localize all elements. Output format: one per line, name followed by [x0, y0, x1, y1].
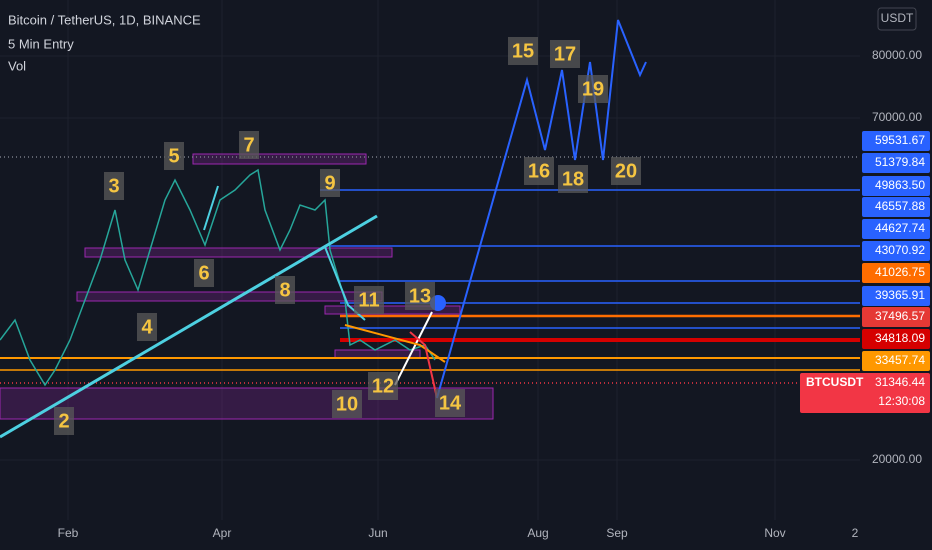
wave-box: [137, 313, 157, 341]
wave-box: [368, 372, 398, 400]
current-price-tag: [800, 373, 930, 413]
x-tick-label: 2: [852, 526, 859, 540]
projection-path: [436, 19, 647, 399]
wave-box: [550, 40, 580, 68]
wave-label: 9: [324, 172, 335, 194]
wave-label: 10: [336, 393, 358, 415]
currency-button[interactable]: [877, 7, 917, 31]
current-price: 31346.44: [875, 375, 925, 389]
trend-line: [324, 246, 366, 321]
trend-line: [394, 311, 433, 386]
x-tick-label: Apr: [213, 526, 232, 540]
price-tag: [862, 197, 930, 217]
trend-line: [409, 331, 438, 399]
wave-label: 14: [439, 392, 462, 414]
wave-label: 15: [512, 40, 534, 62]
trend-line: [344, 324, 446, 363]
wave-label: 19: [582, 78, 604, 100]
x-tick-label: Nov: [764, 526, 785, 540]
price-tag: [862, 307, 930, 327]
wave-box: [320, 169, 340, 197]
wave-box: [611, 157, 641, 185]
wave-label: 20: [615, 160, 637, 182]
wave-label: 4: [141, 316, 153, 338]
wave-label: 8: [279, 279, 290, 301]
currency[interactable]: USDT: [881, 11, 914, 25]
price-label: 41026.75: [875, 265, 925, 279]
price-label: 43070.92: [875, 243, 925, 257]
wave-box: [508, 37, 538, 65]
x-tick-label: Sep: [606, 526, 628, 540]
price-label: 59531.67: [875, 133, 925, 147]
wave-label: 2: [58, 410, 69, 432]
y-tick-label: 20000.00: [872, 452, 922, 466]
wave-label: 5: [168, 145, 179, 167]
wave-label: 13: [409, 285, 431, 307]
x-tick-label: Feb: [58, 526, 79, 540]
price-label: 37496.57: [875, 309, 925, 323]
wave-label: 18: [562, 168, 584, 190]
price-tag: [862, 153, 930, 173]
wave-box: [578, 75, 608, 103]
wave-box: [104, 172, 124, 200]
wave-label: 12: [372, 375, 394, 397]
price-label: 51379.84: [875, 155, 925, 169]
price-tag: [862, 131, 930, 151]
wave-label: 16: [528, 160, 550, 182]
price-tag: [862, 219, 930, 239]
x-tick-label: Aug: [527, 526, 548, 540]
price-label: 46557.88: [875, 199, 925, 213]
wave-label: 11: [358, 289, 379, 311]
price-tag: [862, 176, 930, 196]
symbol: Bitcoin / TetherUS, 1D, BINANCE: [8, 12, 201, 27]
price-label: 49863.50: [875, 178, 925, 192]
wave-label: 6: [198, 262, 209, 284]
wave-box: [558, 165, 588, 193]
x-tick-label: Jun: [368, 526, 387, 540]
price-tag: [862, 241, 930, 261]
price-path: [0, 168, 436, 387]
wave-box: [435, 389, 465, 417]
wave-box: [275, 276, 295, 304]
price-tag: [862, 329, 930, 349]
countdown: 12:30:08: [878, 394, 925, 408]
current-symbol: BTCUSDT: [806, 375, 864, 389]
price-tag: [862, 351, 930, 371]
wave-box: [164, 142, 184, 170]
wave-label: 17: [554, 43, 576, 65]
trend-line: [0, 214, 378, 439]
wave-box: [54, 407, 74, 435]
price-tag: [862, 286, 930, 306]
indicator: 5 Min Entry: [8, 36, 74, 51]
grid: [0, 0, 860, 520]
wave-box: [194, 259, 214, 287]
wave-box: [405, 282, 435, 310]
indicator: Vol: [8, 58, 26, 73]
wave-box: [524, 157, 554, 185]
y-tick-label: 80000.00: [872, 48, 922, 62]
wave-box: [332, 390, 362, 418]
trend-line: [203, 185, 219, 231]
y-tick-label: 70000.00: [872, 110, 922, 124]
wave-label: 7: [243, 134, 254, 156]
price-label: 33457.74: [875, 353, 925, 367]
price-label: 44627.74: [875, 221, 925, 235]
price-label: 34818.09: [875, 331, 925, 345]
wave-box: [239, 131, 259, 159]
price-label: 39365.91: [875, 288, 925, 302]
price-tag: [862, 263, 930, 283]
wave-label: 3: [108, 175, 119, 197]
wave-box: [354, 286, 384, 314]
